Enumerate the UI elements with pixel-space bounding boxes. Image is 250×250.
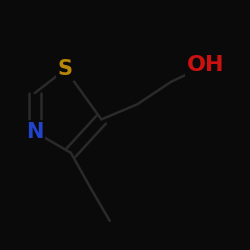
Text: S: S [58, 60, 73, 80]
Text: N: N [26, 122, 44, 142]
Text: OH: OH [187, 55, 224, 75]
